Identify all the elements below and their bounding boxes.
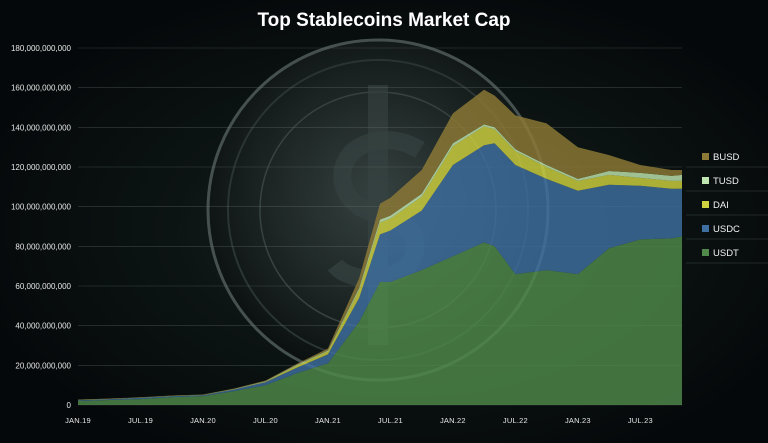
x-tick-label: JAN.20 [190,416,216,425]
legend-swatch-usdt [702,249,709,256]
x-tick-label: JAN.21 [315,416,341,425]
legend: BUSD TUSD DAI USDC USDT [686,152,768,264]
area-usdt [78,236,682,405]
y-tick-label: 0 [67,401,72,410]
x-tick-label: JUL.22 [503,416,528,425]
y-tick-label: 20,000,000,000 [15,361,71,370]
x-tick-label: JAN.23 [565,416,591,425]
legend-label-tusd: TUSD [713,176,739,187]
x-tick-label: JUL.19 [128,416,153,425]
y-tick-label: 40,000,000,000 [15,322,71,331]
y-tick-label: 80,000,000,000 [15,242,71,251]
y-tick-label: 100,000,000,000 [11,203,72,212]
legend-label-dai: DAI [713,200,729,211]
x-tick-label: JUL.20 [253,416,278,425]
x-tick-label: JAN.19 [65,416,91,425]
x-tick-label: JAN.22 [440,416,466,425]
legend-label-usdc: USDC [713,224,740,235]
y-tick-label: 160,000,000,000 [11,84,72,93]
y-tick-label: 180,000,000,000 [11,44,72,53]
chart-title: Top Stablecoins Market Cap [257,10,510,31]
y-tick-label: 120,000,000,000 [11,163,72,172]
y-tick-label: 60,000,000,000 [15,282,71,291]
x-tick-label: JUL.21 [378,416,403,425]
legend-swatch-tusd [702,177,709,184]
y-tick-label: 140,000,000,000 [11,123,72,132]
legend-swatch-dai [702,201,709,208]
area-usdc [78,143,682,401]
x-axis-ticks: JAN.19 JUL.19 JAN.20 JUL.20 JAN.21 JUL.21 JAN.… [65,416,653,425]
legend-swatch-busd [702,153,709,160]
x-tick-label: JUL.23 [628,416,653,425]
legend-label-usdt: USDT [713,248,739,259]
legend-swatch-usdc [702,225,709,232]
stacked-areas [78,89,682,405]
legend-label-busd: BUSD [713,152,740,163]
y-axis-ticks: 0 20,000,000,000 40,000,000,000 60,000,000,… [11,44,72,410]
